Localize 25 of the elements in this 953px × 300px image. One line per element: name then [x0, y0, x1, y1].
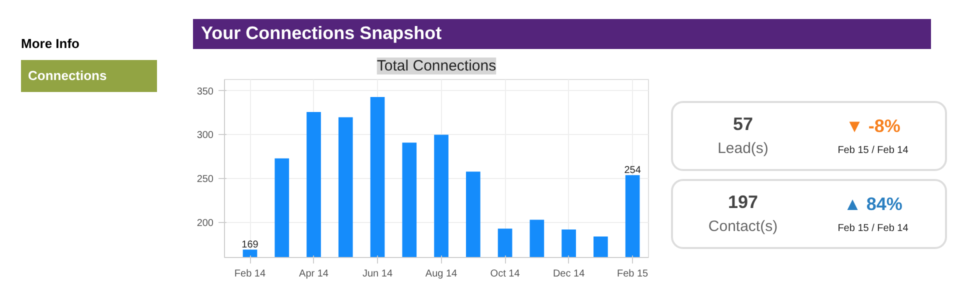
text: ▼ -8%	[844, 115, 902, 138]
y-tick-label: 250	[196, 174, 214, 186]
y-tick-label: 300	[196, 130, 214, 142]
text: Your Connections Snapshot	[193, 19, 931, 49]
y-tick-label: 350	[196, 86, 214, 98]
text: Connections	[21, 60, 157, 92]
text: 197	[726, 191, 760, 214]
data-label: 169	[242, 240, 259, 251]
chart-title: Total Connections	[376, 58, 496, 74]
text: ▲ 84%	[842, 193, 904, 216]
x-tick-label: Feb 14	[234, 268, 266, 280]
x-tick-label: Jun 14	[362, 268, 393, 280]
text: 57	[732, 113, 754, 136]
x-tick-label: Oct 14	[490, 268, 520, 280]
data-label: 254	[624, 165, 642, 176]
x-tick-label: Dec 14	[552, 268, 586, 280]
x-tick-label: Aug 14	[425, 268, 458, 280]
text: Lead(s)	[716, 139, 770, 160]
text: Feb 15 / Feb 14	[836, 222, 910, 236]
x-tick-label: Apr 14	[299, 268, 329, 280]
text: More Info	[21, 35, 80, 53]
x-tick-label: Feb 15	[616, 268, 649, 280]
text: Feb 15 / Feb 14	[836, 144, 910, 158]
text: Contact(s)	[707, 217, 779, 238]
y-tick-label: 200	[196, 218, 214, 229]
